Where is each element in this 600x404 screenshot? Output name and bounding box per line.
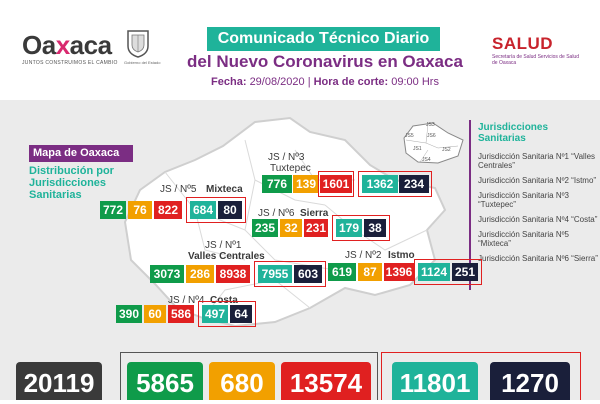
total-teal: 11801 <box>392 362 478 400</box>
js6-dark: 38 <box>364 219 386 237</box>
js6-teal: 179 <box>336 219 362 237</box>
js5-red: 822 <box>154 201 182 219</box>
mini-label-js4: JS4 <box>422 157 431 163</box>
js6-totals-frame <box>332 215 390 241</box>
mini-label-js3: JS3 <box>426 122 435 128</box>
total-red: 13574 <box>281 362 371 400</box>
js5-name: Mixteca <box>206 184 243 195</box>
js5-teal: 684 <box>190 201 216 219</box>
js2-name-text: Istmo <box>388 250 415 261</box>
js3-totals-frame <box>358 171 432 197</box>
legend-list: Jurisdicción Sanitaria Nº1 “Valles Centr… <box>478 152 598 269</box>
js3-code: JS / Nº3 <box>268 152 305 163</box>
hora-label: Hora de corte: <box>313 76 389 88</box>
separator: | <box>307 76 314 88</box>
legend-item: Jurisdicción Sanitaria Nº1 “Valles Centr… <box>478 152 596 170</box>
js5-totals-frame <box>186 197 246 223</box>
mini-label-js2: JS2 <box>442 147 451 153</box>
js4-green: 390 <box>116 305 142 323</box>
js4-red: 586 <box>168 305 194 323</box>
fecha-value: 29/08/2020 <box>249 76 305 88</box>
legend-item: Jurisdicción Sanitaria Nº2 “Istmo” <box>478 176 597 185</box>
oaxaca-logo: Oaxaca <box>22 30 112 60</box>
js1-name-text: Valles Centrales <box>188 251 265 262</box>
js1-dark: 603 <box>294 265 322 283</box>
salud-subtitle: Secretaría de Salud Servicios de Salud d… <box>492 54 579 66</box>
js2-dark: 251 <box>452 263 478 281</box>
js5-code: JS / Nº5 <box>160 184 197 195</box>
js1-code: JS / Nº1 <box>205 240 242 251</box>
js3-red-frame <box>318 171 354 197</box>
js3-name: Tuxtepec <box>270 163 311 174</box>
legend-divider <box>469 120 471 290</box>
date-line: Fecha: 29/08/2020 | Hora de corte: 09:00… <box>170 76 480 88</box>
legend-item: Jurisdicción Sanitaria Nº3 “Tuxtepec” <box>478 191 569 209</box>
js5-orange: 76 <box>128 201 152 219</box>
mini-label-js1: JS1 <box>413 146 422 152</box>
js6-orange: 32 <box>280 219 302 237</box>
js2-teal: 1124 <box>418 263 450 281</box>
legend-title: Jurisdicciones Sanitarias <box>478 122 549 144</box>
js5-green: 772 <box>100 201 126 219</box>
js2-name: Istmo <box>388 250 415 261</box>
gob-label: Gobierno del Estado <box>124 60 161 65</box>
js5-name-text: Mixteca <box>206 184 243 195</box>
js3-teal: 1362 <box>362 175 398 193</box>
js1-red: 8938 <box>216 265 250 283</box>
js6-code: JS / Nº6 <box>258 208 295 219</box>
js3-dark: 234 <box>399 175 429 193</box>
js1-green: 3073 <box>150 265 184 283</box>
mini-label-js6: JS6 <box>427 133 436 139</box>
js3-green: 776 <box>262 175 292 193</box>
mini-map <box>403 122 464 164</box>
hora-value: 09:00 Hrs <box>391 76 439 88</box>
js3-red: 1601 <box>320 175 352 193</box>
js2-code: JS / Nº2 <box>345 250 382 261</box>
totals-red-bracket <box>381 352 581 400</box>
js4-name-text: Costa <box>210 295 238 306</box>
js2-red: 1396 <box>384 263 414 281</box>
confirmed-bracket <box>120 352 378 400</box>
fecha-label: Fecha: <box>211 76 247 88</box>
legend-item: Jurisdicción Sanitaria Nº4 “Costa” <box>478 215 598 224</box>
js2-totals-frame <box>414 259 482 285</box>
js4-code: JS / Nº4 <box>168 295 205 306</box>
logo-slogan: JUNTOS CONSTRUIMOS EL CAMBIO <box>22 60 118 66</box>
js4-teal: 497 <box>202 305 228 323</box>
mapa-label: Mapa de Oaxaca <box>29 145 133 162</box>
js1-name: Valles Centrales <box>188 251 265 262</box>
js6-red: 231 <box>304 219 328 237</box>
total-dark: 1270 <box>490 362 570 400</box>
state-seal-icon <box>127 30 149 58</box>
js4-orange: 60 <box>144 305 166 323</box>
js2-green: 619 <box>328 263 356 281</box>
js6-name: Sierra <box>300 208 328 219</box>
js2-orange: 87 <box>358 263 382 281</box>
js1-totals-frame <box>254 261 326 287</box>
total-green: 5865 <box>127 362 203 400</box>
distribution-label: Distribución por Jurisdicciones Sanitari… <box>29 165 114 201</box>
js4-name: Costa <box>210 295 238 306</box>
js6-name-text: Sierra <box>300 208 329 219</box>
js4-totals-frame <box>198 301 256 327</box>
js5-dark: 80 <box>218 201 242 219</box>
js6-green: 235 <box>252 219 278 237</box>
total-orange: 680 <box>209 362 275 400</box>
title-line1: Comunicado Técnico Diario <box>207 27 440 51</box>
mini-label-js5: JS5 <box>405 133 414 139</box>
title-line2: del Nuevo Coronavirus en Oaxaca <box>187 52 463 71</box>
legend-item: Jurisdicción Sanitaria Nº5 “Mixteca” <box>478 230 569 248</box>
js3-orange: 139 <box>293 175 319 193</box>
js1-orange: 286 <box>186 265 214 283</box>
salud-logo: SALUD <box>492 34 554 53</box>
js1-teal: 7955 <box>258 265 292 283</box>
legend-item: Jurisdicción Sanitaria Nº6 “Sierra” <box>478 254 598 263</box>
total-cases: 20119 <box>16 362 102 400</box>
js4-dark: 64 <box>230 305 252 323</box>
